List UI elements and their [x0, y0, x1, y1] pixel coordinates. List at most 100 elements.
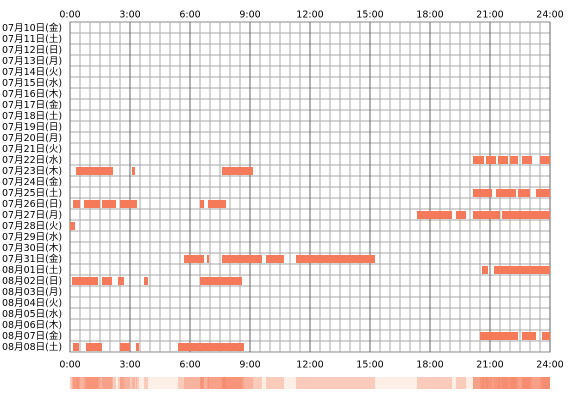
day-label: 08月06日(木): [2, 319, 62, 331]
activity-bar: [473, 189, 492, 197]
day-label: 07月10日(金): [2, 22, 62, 34]
activity-bar: [102, 277, 112, 285]
summary-bar: [118, 377, 124, 389]
day-label: 07月14日(火): [2, 67, 62, 78]
x-tick-label-bottom: 9:00: [239, 360, 260, 371]
day-label: 07月27日(月): [2, 210, 62, 221]
summary-bar: [522, 377, 536, 389]
activity-bar: [496, 189, 516, 197]
day-label: 07月24日(金): [2, 176, 62, 188]
summary-bar: [480, 377, 518, 389]
activity-bar: [296, 255, 375, 263]
summary-bar: [456, 377, 466, 389]
summary-bar: [494, 377, 550, 389]
day-label: 08月03日(月): [2, 287, 62, 298]
summary-bar: [120, 377, 137, 389]
day-label: 07月29日(水): [2, 231, 62, 243]
summary-bar: [536, 377, 550, 389]
summary-bar: [540, 377, 550, 389]
summary-bar: [222, 377, 262, 389]
activity-bar: [84, 200, 100, 208]
activity-bar: [482, 266, 488, 274]
summary-bar: [73, 377, 80, 389]
summary-bar: [473, 377, 492, 389]
activity-bar: [486, 156, 496, 164]
summary-bar: [120, 377, 130, 389]
activity-bar: [518, 189, 530, 197]
x-tick-label-top: 0:00: [59, 10, 80, 21]
x-tick-label-top: 12:00: [296, 10, 323, 21]
summary-bar: [200, 377, 204, 389]
activity-bar: [102, 200, 116, 208]
day-label: 08月05日(水): [2, 308, 62, 320]
activity-bar: [536, 189, 550, 197]
activity-bar: [76, 167, 113, 175]
summary-bar: [184, 377, 204, 389]
activity-bar: [132, 167, 135, 175]
day-label: 08月02日(日): [2, 276, 62, 287]
day-label: 07月28日(火): [2, 221, 62, 232]
day-label: 08月07日(金): [2, 330, 62, 342]
x-tick-label-top: 9:00: [239, 10, 260, 21]
activity-bar: [480, 332, 518, 340]
summary-bar: [510, 377, 518, 389]
activity-bar: [70, 222, 75, 230]
activity-bar: [222, 167, 253, 175]
summary-bar: [296, 377, 375, 389]
activity-bar: [417, 211, 452, 219]
summary-bar: [473, 377, 484, 389]
activity-bar: [184, 255, 204, 263]
day-label: 08月04日(火): [2, 298, 62, 309]
day-label: 07月30日(木): [2, 242, 62, 254]
summary-bar: [518, 377, 530, 389]
x-tick-label-top: 15:00: [356, 10, 383, 21]
summary-bar: [498, 377, 508, 389]
day-label: 07月18日(土): [2, 110, 62, 122]
summary-bar: [86, 377, 102, 389]
activity-bar: [473, 156, 484, 164]
summary-bar: [72, 377, 98, 389]
activity-bar: [502, 211, 550, 219]
activity-bar: [144, 277, 148, 285]
summary-bar: [136, 377, 139, 389]
summary-bar: [207, 377, 209, 389]
x-tick-label-bottom: 24:00: [536, 360, 563, 371]
summary-bar: [542, 377, 550, 389]
day-label: 07月31日(金): [2, 253, 62, 265]
summary-bar: [417, 377, 452, 389]
activity-bar: [222, 255, 262, 263]
activity-bar: [498, 156, 508, 164]
x-tick-label-bottom: 12:00: [296, 360, 323, 371]
day-label: 08月01日(土): [2, 264, 62, 276]
summary-bar: [200, 377, 242, 389]
day-label: 08月08日(土): [2, 341, 62, 353]
x-tick-label-bottom: 18:00: [416, 360, 443, 371]
x-tick-label-bottom: 21:00: [476, 360, 503, 371]
x-tick-label-bottom: 15:00: [356, 360, 383, 371]
activity-bar: [542, 332, 550, 340]
activity-bar: [73, 200, 80, 208]
summary-bar: [502, 377, 550, 389]
x-tick-label-top: 18:00: [416, 10, 443, 21]
summary-bar: [144, 377, 148, 389]
summary-bar: [482, 377, 488, 389]
x-tick-label-top: 24:00: [536, 10, 563, 21]
activity-bar: [510, 156, 518, 164]
summary-bar: [486, 377, 496, 389]
x-tick-label-bottom: 0:00: [59, 360, 80, 371]
activity-bar: [266, 255, 284, 263]
day-label: 07月26日(日): [2, 199, 62, 210]
day-label: 07月11日(土): [2, 33, 62, 45]
activity-bar: [494, 266, 550, 274]
activity-bar: [200, 200, 204, 208]
day-label: 07月17日(金): [2, 99, 62, 111]
summary-bar: [76, 377, 113, 389]
day-label: 07月13日(月): [2, 56, 62, 67]
day-label: 07月15日(水): [2, 77, 62, 89]
summary-bar: [178, 377, 244, 389]
summary-bar: [496, 377, 516, 389]
activity-bar: [178, 343, 244, 351]
activity-bar: [73, 343, 79, 351]
summary-bar: [84, 377, 100, 389]
summary-bar: [222, 377, 253, 389]
